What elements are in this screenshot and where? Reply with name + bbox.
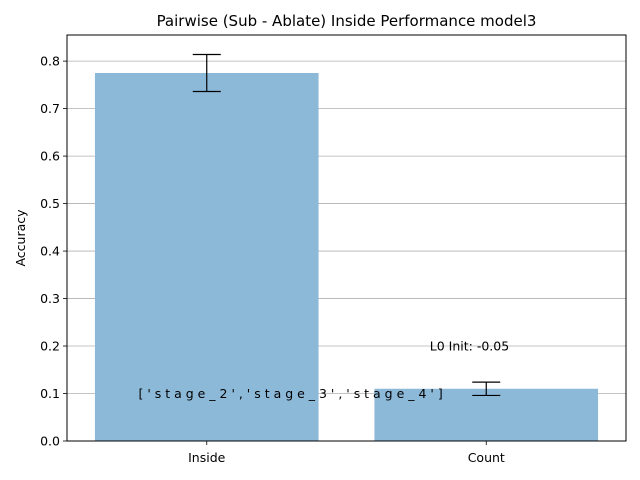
y-tick-label: 0.1 — [40, 386, 60, 401]
x-axis-ticks: Inside Count — [188, 441, 505, 465]
y-tick-label: 0.5 — [40, 196, 60, 211]
annotation-text: L0 Init: -0.05 — [430, 339, 509, 354]
annotation-text: [ ' s t a g e _ 2 ' , ' s t a g e _ 3 ' … — [138, 386, 442, 401]
y-tick-label: 0.0 — [40, 434, 60, 449]
error-bar — [192, 53, 221, 93]
x-tick-label: Inside — [188, 450, 226, 465]
annotations: L0 Init: -0.05 [ ' s t a g e _ 2 ' , ' s … — [138, 339, 509, 401]
bar — [374, 388, 599, 441]
y-tick-label: 0.3 — [40, 291, 60, 306]
y-axis-label: Accuracy — [13, 209, 28, 267]
y-axis-ticks: 0.0 0.1 0.2 0.3 0.4 0.5 0.6 0.7 0.8 — [40, 54, 67, 449]
y-tick-label: 0.2 — [40, 339, 60, 354]
error-bars — [192, 53, 501, 397]
error-bar — [472, 381, 501, 397]
y-tick-label: 0.8 — [40, 54, 60, 69]
bar — [94, 72, 319, 441]
bars — [94, 72, 599, 441]
y-tick-label: 0.7 — [40, 101, 60, 116]
y-tick-label: 0.4 — [40, 244, 60, 259]
x-tick-label: Count — [468, 450, 505, 465]
plot-frame — [66, 34, 627, 442]
y-tick-label: 0.6 — [40, 149, 60, 164]
chart-title: Pairwise (Sub - Ablate) Inside Performan… — [157, 12, 537, 30]
